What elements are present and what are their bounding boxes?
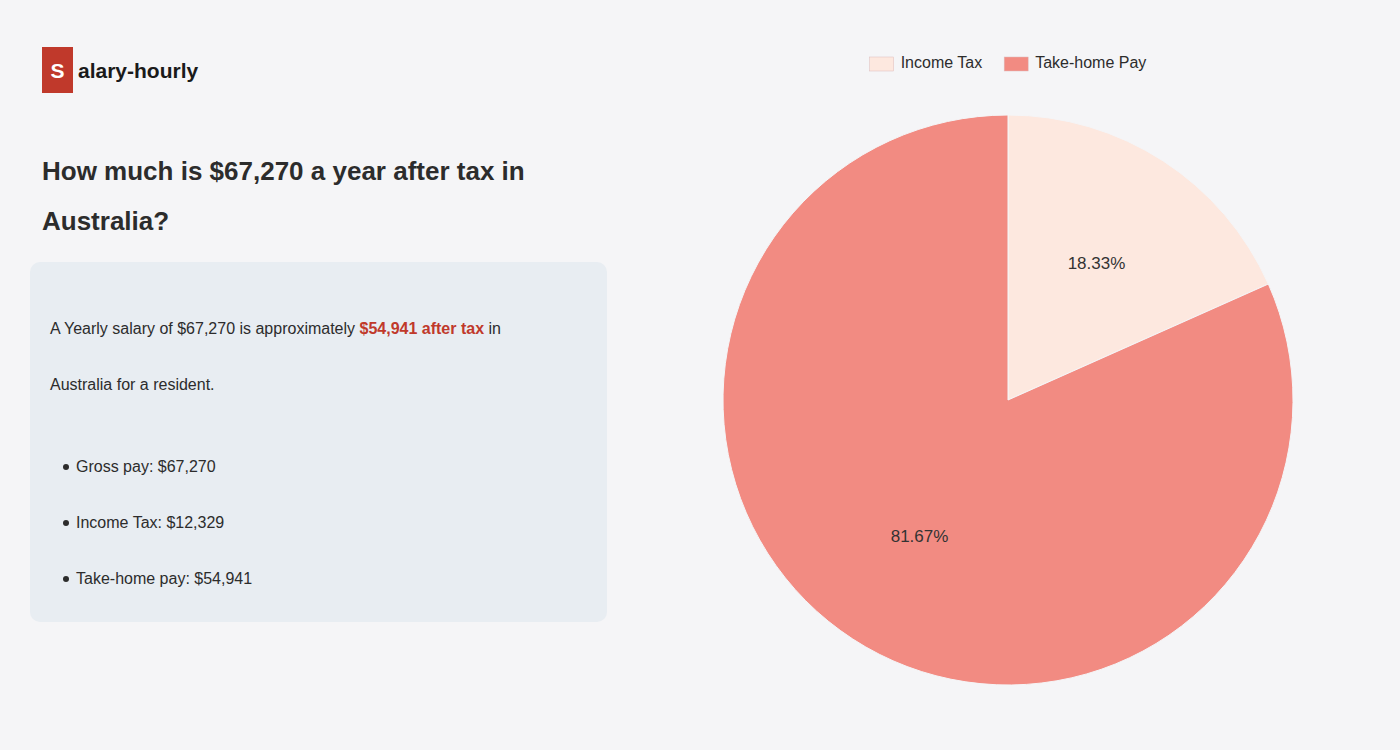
bullet-dot xyxy=(63,576,69,582)
bullet-dot xyxy=(63,464,69,470)
logo-text: alary-hourly xyxy=(78,59,199,82)
bullet-text: Gross pay: $67,270 xyxy=(76,458,216,475)
data-label: 81.67% xyxy=(891,527,949,546)
info-text-part: in xyxy=(484,320,501,337)
info-text: Australia for a resident. xyxy=(50,376,215,393)
background xyxy=(0,0,1400,750)
pie xyxy=(723,115,1293,685)
legend-item: Income Tax xyxy=(870,54,983,71)
legend-swatch xyxy=(1004,57,1028,71)
bullet-text: Take-home pay: $54,941 xyxy=(76,570,252,587)
info-highlight: $54,941 after tax xyxy=(360,320,485,337)
data-label: 18.33% xyxy=(1068,254,1126,273)
bullet-text: Income Tax: $12,329 xyxy=(76,514,224,531)
legend-label: Take-home Pay xyxy=(1035,54,1146,71)
info-box xyxy=(30,262,607,622)
title: How much is $67,270 a year after tax in xyxy=(42,156,525,186)
data-labels: 18.33% 81.67% xyxy=(891,254,1126,546)
info-text: A Yearly salary of $67,270 is approximat… xyxy=(50,320,501,337)
bullet-dot xyxy=(63,520,69,526)
legend-item: Take-home Pay xyxy=(1004,54,1146,71)
text-panel: Salary-hourly How much is $67,270 a year … xyxy=(30,47,607,622)
logo-letter: S xyxy=(50,59,64,82)
legend-swatch xyxy=(870,57,894,71)
legend-label: Income Tax xyxy=(901,54,983,71)
pie-slice xyxy=(723,115,1293,685)
logo-box xyxy=(42,47,73,93)
info-text-part: A Yearly salary of $67,270 is approximat… xyxy=(50,320,360,337)
legend: Income Tax Take-home Pay xyxy=(870,54,1147,71)
chart-root: Salary-hourly How much is $67,270 a year … xyxy=(0,0,1400,750)
title: Australia? xyxy=(42,206,169,236)
